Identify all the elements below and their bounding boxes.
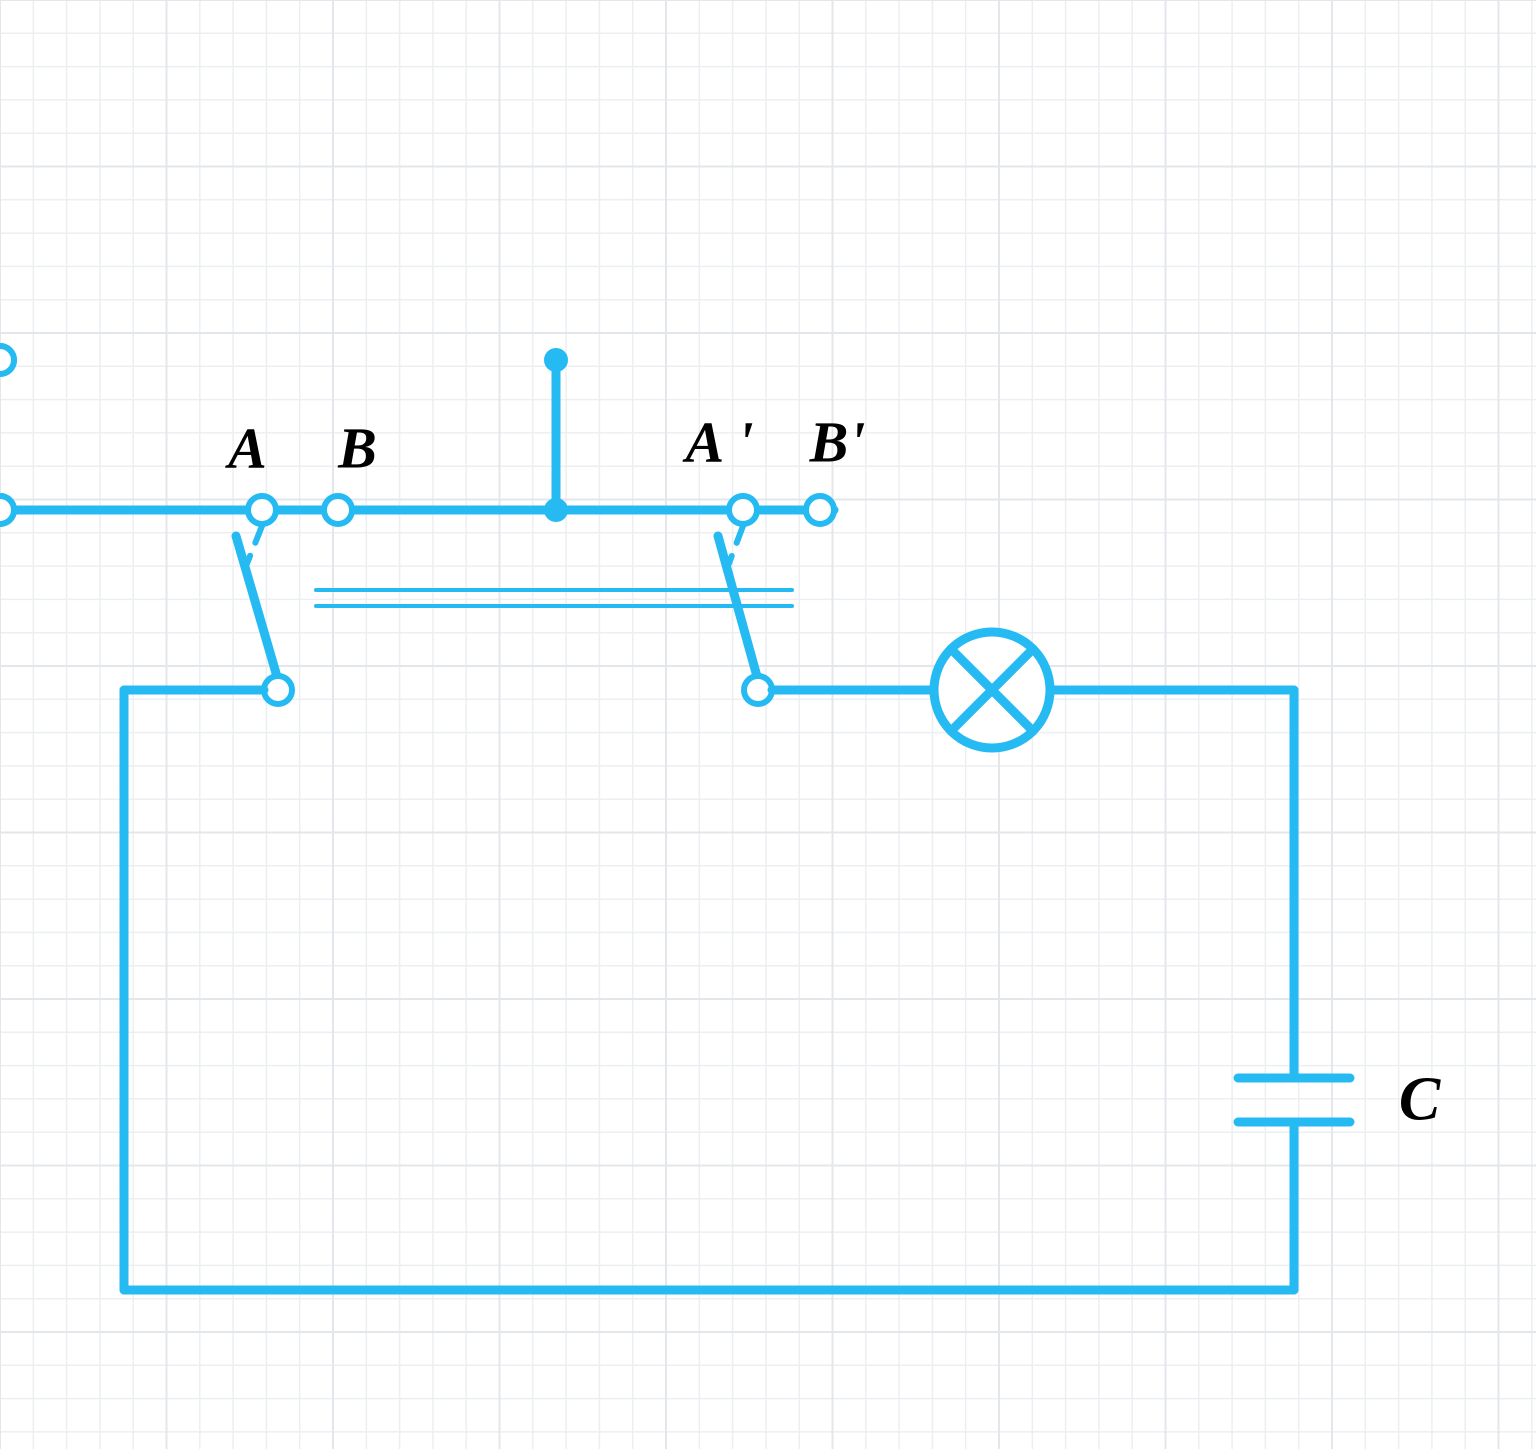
label-Aprime: A ' [685, 409, 754, 476]
label-B: B [338, 415, 378, 482]
label-Bprime: B' [810, 409, 867, 476]
grid [0, 0, 1536, 1449]
circuit-diagram: A B A ' B' C [0, 0, 1536, 1449]
label-C: C [1399, 1065, 1441, 1136]
circuit-svg [0, 0, 1536, 1449]
label-A: A [228, 415, 268, 482]
